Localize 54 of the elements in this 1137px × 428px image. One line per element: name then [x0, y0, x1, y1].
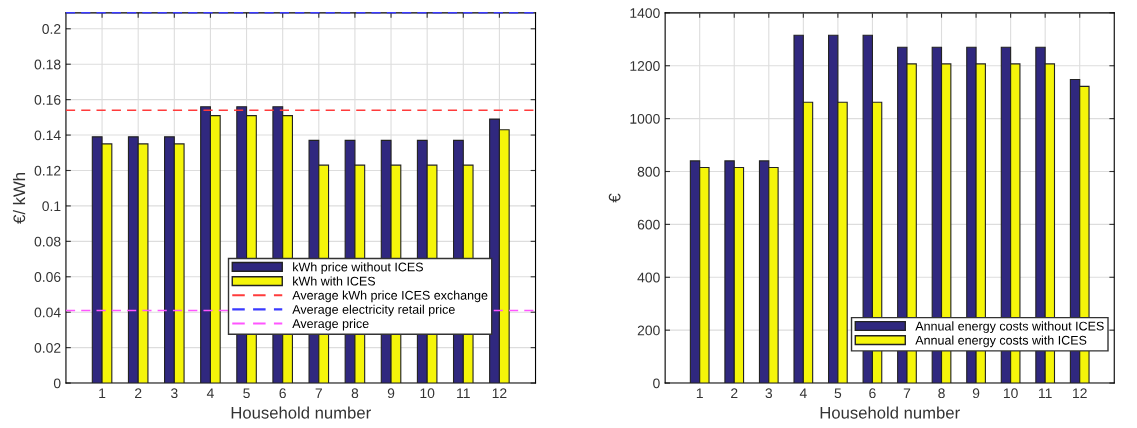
y-tick-label: 1400	[630, 8, 660, 19]
y-tick-label: 0.1	[42, 201, 61, 212]
y-tick-label: 0.04	[34, 307, 61, 318]
x-tick-label: 7	[903, 388, 911, 398]
x-tick-label: 11	[1039, 388, 1052, 398]
legend-label: kWh price without ICES	[293, 262, 423, 274]
y-axis-title: €/ kWh	[12, 173, 26, 224]
y-tick-label: 1200	[630, 61, 660, 71]
x-axis-title: Household number	[231, 406, 371, 419]
x-tick-label: 5	[834, 388, 842, 399]
y-tick-label: 0	[653, 378, 660, 389]
y-tick-label: 0.02	[34, 342, 61, 353]
legend-label: Average price	[292, 318, 369, 331]
y-tick-label: 400	[637, 272, 660, 283]
x-axis-title: Household number	[820, 406, 960, 419]
x-tick-label: 6	[279, 388, 286, 399]
x-tick-label: 2	[135, 388, 142, 398]
legend-label: Average kWh price ICES exchange	[292, 290, 488, 303]
x-tick-label: 4	[799, 388, 807, 398]
y-tick-label: 0.16	[34, 94, 61, 105]
x-tick-label: 3	[765, 388, 773, 399]
x-tick-label: 8	[351, 388, 359, 399]
x-tick-label: 6	[869, 388, 876, 399]
y-axis-title: €	[608, 193, 621, 203]
x-tick-label: 5	[243, 388, 250, 399]
x-tick-label: 7	[315, 388, 322, 398]
y-tick-label: 1000	[630, 113, 660, 124]
legend-label: Annual energy costs with ICES	[915, 335, 1087, 348]
x-tick-label: 8	[938, 388, 945, 399]
y-tick-label: 0.2	[42, 24, 61, 34]
y-tick-label: 0.14	[34, 130, 61, 141]
y-tick-label: 0.08	[34, 236, 61, 247]
legend-label: kWh with ICES	[293, 276, 376, 286]
legend-label: Annual energy costs without ICES	[915, 321, 1104, 333]
y-tick-label: 600	[637, 219, 660, 230]
x-tick-label: 10	[420, 388, 435, 399]
x-tick-label: 9	[387, 388, 395, 399]
x-tick-label: 11	[457, 388, 470, 398]
y-tick-label: 0.18	[34, 59, 61, 70]
x-tick-label: 10	[1003, 388, 1018, 399]
x-tick-label: 2	[731, 388, 738, 398]
x-tick-label: 12	[1073, 388, 1087, 398]
x-tick-label: 4	[206, 388, 214, 398]
x-tick-label: 1	[99, 388, 106, 398]
y-tick-label: 200	[637, 325, 660, 336]
x-tick-label: 9	[972, 388, 980, 399]
y-tick-label: 0	[53, 378, 61, 389]
x-tick-label: 12	[492, 388, 507, 398]
y-tick-label: 0.06	[34, 272, 61, 282]
x-tick-label: 1	[696, 388, 703, 398]
y-tick-label: 800	[637, 166, 660, 177]
x-tick-label: 3	[170, 388, 178, 399]
y-tick-label: 0.12	[34, 165, 61, 176]
legend-label: Average electricity retail price	[292, 304, 455, 317]
